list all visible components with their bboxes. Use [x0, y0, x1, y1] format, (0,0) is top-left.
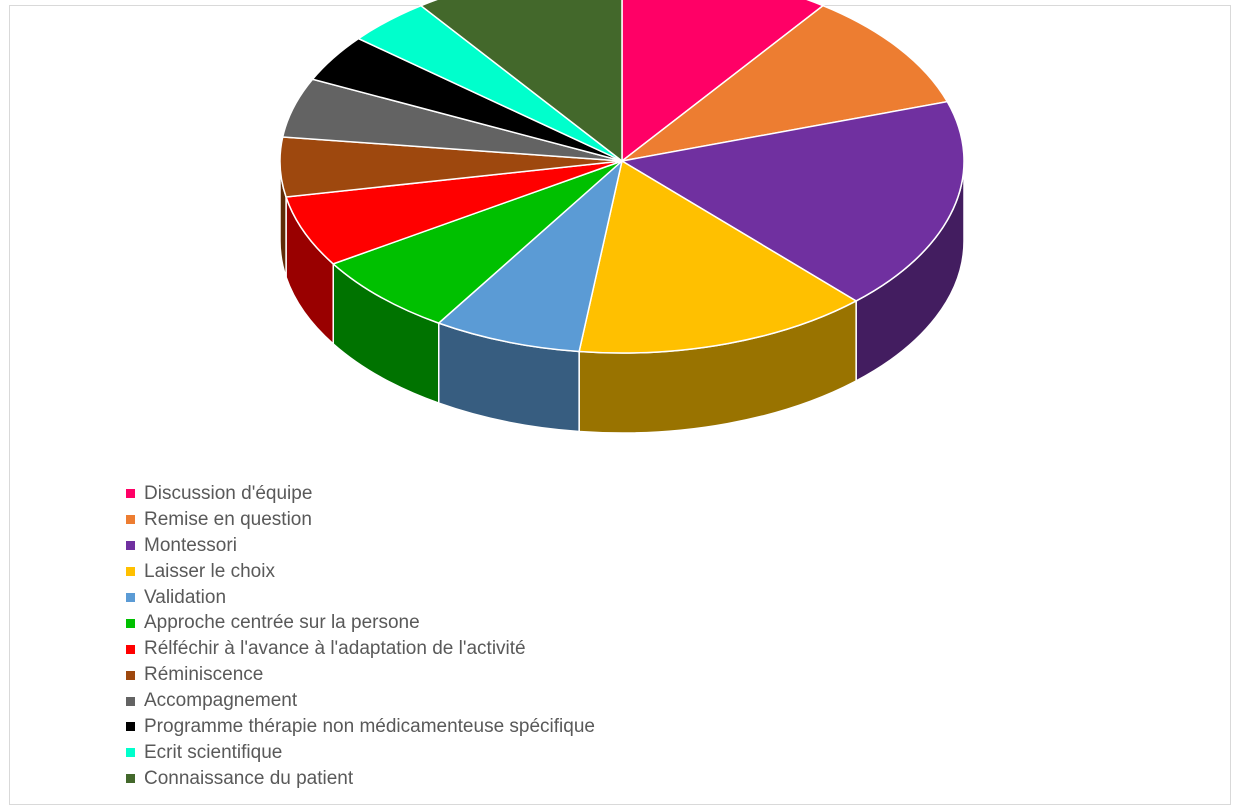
legend-item: Connaissance du patient — [126, 766, 595, 792]
legend-label: Laisser le choix — [144, 560, 275, 582]
pie-slice-6 — [285, 160, 623, 265]
legend-swatch — [126, 515, 135, 525]
pie-slice-11 — [419, 0, 623, 163]
legend-item: Réminiscence — [126, 662, 595, 688]
legend-item: Accompagnement — [126, 688, 595, 714]
legend-label: Connaissance du patient — [144, 767, 354, 789]
legend-label: Réminiscence — [144, 664, 264, 686]
legend-swatch — [126, 670, 135, 680]
pie-slices — [279, 0, 965, 354]
legend-label: Approche centrée sur la persone — [144, 612, 420, 634]
legend-swatch — [126, 567, 135, 577]
legend-swatch — [126, 618, 135, 628]
legend-label: Remise en question — [144, 508, 312, 530]
legend-swatch — [126, 696, 135, 706]
legend-swatch — [126, 774, 135, 784]
pie-slice-1 — [621, 4, 949, 162]
legend-item: Laisser le choix — [126, 559, 595, 585]
legend-label: Montessori — [144, 534, 237, 556]
pie-slice-2 — [619, 100, 965, 302]
legend-item: Discussion d'équipe — [126, 481, 595, 507]
legend-item: Validation — [126, 585, 595, 611]
legend-item: Remise en question — [126, 507, 595, 533]
legend-item: Ecrit scientifique — [126, 740, 595, 766]
legend-label: Accompagnement — [144, 690, 298, 712]
legend-item: Approche centrée sur la persone — [126, 610, 595, 636]
legend-label: Validation — [144, 586, 227, 608]
legend-label: Programme thérapie non médicamenteuse sp… — [144, 715, 595, 737]
legend-item: Programme thérapie non médicamenteuse sp… — [126, 714, 595, 740]
legend-swatch — [126, 593, 135, 602]
legend-label: Rélféchir à l'avance à l'adaptation de l… — [144, 638, 526, 660]
legend-item: Rélféchir à l'avance à l'adaptation de l… — [126, 636, 595, 662]
chart-legend: Discussion d'équipe Remise en question Mon… — [126, 481, 595, 792]
pie-slice-3 — [578, 159, 858, 354]
legend-swatch — [126, 489, 135, 499]
pie-slice-0 — [621, 0, 825, 163]
pie-sides — [279, 160, 965, 434]
legend-swatch — [126, 722, 135, 732]
legend-swatch — [126, 541, 135, 551]
legend-swatch — [126, 748, 135, 758]
pie-slice-5 — [331, 160, 623, 324]
pie-slice-4 — [437, 158, 624, 353]
legend-label: Ecrit scientifique — [144, 741, 283, 763]
legend-swatch — [126, 644, 135, 654]
legend-label: Discussion d'équipe — [144, 482, 313, 504]
legend-item: Montessori — [126, 533, 595, 559]
